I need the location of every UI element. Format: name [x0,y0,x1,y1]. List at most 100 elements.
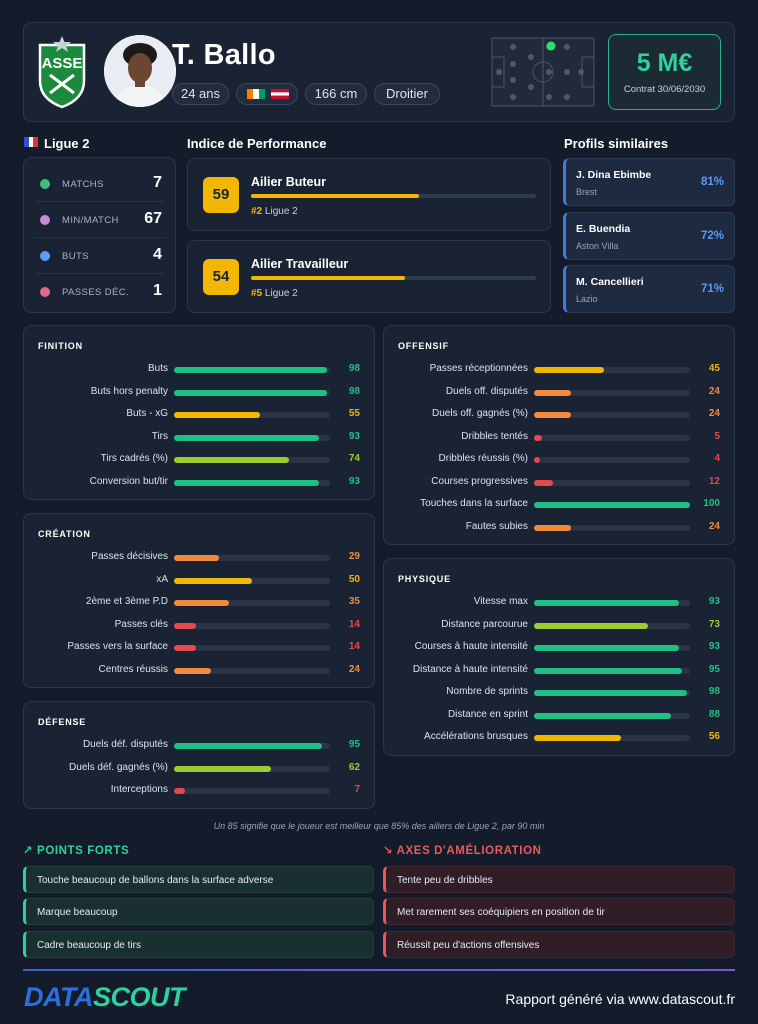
stat-label: Dribbles tentés [461,430,528,442]
stat-label: MATCHS [62,179,104,190]
stat-bar-fill [534,412,572,418]
stat-bar [174,412,330,418]
stat-bar-fill [534,712,672,719]
matches-icon [40,179,50,189]
stat-value: 93 [348,475,360,487]
stat-matches: MATCHS 7 [36,166,164,202]
stat-value: 35 [348,596,360,607]
performance-bar [251,194,536,198]
stat-value: 14 [348,641,360,652]
improvement-item: Réussit peu d'actions offensives [383,931,735,958]
stat-value: 74 [348,453,360,464]
stat-bar-fill [534,479,553,486]
stat-label: Centres réussis [98,663,168,675]
brand-part-scout: SCOUT [92,982,186,1012]
stat-value: 50 [348,573,360,585]
stat-bar [534,367,690,373]
stat-value: 62 [348,761,360,773]
rank-league: Ligue 2 [264,288,298,299]
stat-bar [534,690,690,696]
stat-row: Vitesse max 93 [384,596,736,610]
stat-row: Duels off. disputés 24 [384,386,736,400]
brand-logo: DATASCOUT [24,982,185,1013]
stat-value: 24 [708,408,720,419]
stat-bar-fill [174,600,229,606]
stat-bar [174,457,330,463]
stat-value: 98 [708,686,720,697]
stat-row: Duels déf. gagnés (%) 62 [24,762,376,776]
stat-label: Buts - xG [126,408,168,419]
performance-card: 54 Ailier Travailleur #5 Ligue 2 [187,240,551,313]
france-flag-icon [24,137,38,147]
stat-bar [174,577,330,584]
stat-row: Conversion but/tir 93 [24,476,376,490]
stat-row: Duels déf. disputés 95 [24,739,376,753]
stat-bar-fill [534,524,572,531]
stat-bar [534,502,690,508]
stat-bar-fill [174,577,252,584]
contract-end: Contrat 30/06/2030 [623,84,706,95]
stat-bar-fill [174,412,260,418]
stat-bar-fill [534,502,690,508]
stat-value: 24 [348,663,360,675]
stat-value: 95 [348,739,360,750]
stat-bar [534,479,690,486]
stat-label: Duels off. disputés [445,385,528,397]
stat-row: Accélérations brusques 56 [384,731,736,745]
physique-block: PHYSIQUE Vitesse max 93 Distance parcourue… [383,558,735,756]
stat-row: Courses à haute intensité 93 [384,641,736,655]
improvement-item: Met rarement ses coéquipiers en position… [383,898,735,925]
similar-player-card[interactable]: M. Cancellieri Lazio 71% [563,265,735,313]
stat-label: Touches dans la surface [420,498,528,509]
stat-bar-fill [174,389,327,396]
stat-label: Passes vers la surface [67,641,168,652]
player-photo [104,35,176,107]
stat-bar-fill [534,735,622,741]
market-value: 5 M€ [636,49,693,77]
stat-bar-fill [174,667,212,674]
stat-bar [174,479,330,486]
block-title: OFFENSIF [398,341,449,351]
target-icon [40,287,50,297]
stat-bar-fill [174,645,196,651]
stat-bar [174,555,330,561]
stat-row: Buts - xG 55 [24,408,376,422]
performance-rank: #5 Ligue 2 [251,288,298,299]
strength-item: Marque beaucoup [23,898,374,925]
block-title: CRÉATION [38,529,91,539]
block-title: PHYSIQUE [398,574,451,584]
similar-player-card[interactable]: J. Dina Ebimbe Brest 81% [563,158,735,206]
footer-divider [23,969,735,971]
stat-row: Interceptions 7 [24,784,376,798]
stat-bar-fill [174,788,185,794]
stat-row: Passes clés 14 [24,619,376,633]
stat-bar [174,743,330,749]
stat-row: Distance à haute intensité 95 [384,664,736,678]
similarity-percent: 72% [700,230,724,242]
stat-row: Passes réceptionnées 45 [384,363,736,377]
strengths-heading: ↗ POINTS FORTS [23,843,129,857]
stat-label: Tirs cadrés (%) [100,453,168,464]
stat-bar [534,457,690,463]
improvements-heading: ↘ AXES D'AMÉLIORATION [383,843,542,857]
position-pitch-icon [491,37,595,107]
stat-label: Passes clés [114,618,168,630]
ball-icon [40,251,50,261]
stat-bar-fill [534,667,683,674]
stat-label: Duels déf. gagnés (%) [69,761,168,773]
stat-row: Buts hors penalty 98 [24,386,376,400]
stat-value: 12 [708,475,720,487]
stat-bar [534,712,690,719]
block-title: DÉFENSE [38,717,87,727]
height-pill: 166 cm [305,83,367,105]
stat-bar [534,434,690,441]
similar-player-card[interactable]: E. Buendia Aston Villa 72% [563,212,735,260]
similar-title: Profils similaires [564,136,669,151]
market-value-box: 5 M€ Contrat 30/06/2030 [608,34,721,110]
stat-bar [534,412,690,418]
stat-bar-fill [174,555,220,561]
club-logo-text: ASSE [42,55,83,72]
stat-label: 2ème et 3ème P.D [85,596,168,607]
creation-block: CRÉATION Passes décisives 29 xA 50 2ème et 3… [23,513,375,688]
stat-row: Touches dans la surface 100 [384,498,736,512]
